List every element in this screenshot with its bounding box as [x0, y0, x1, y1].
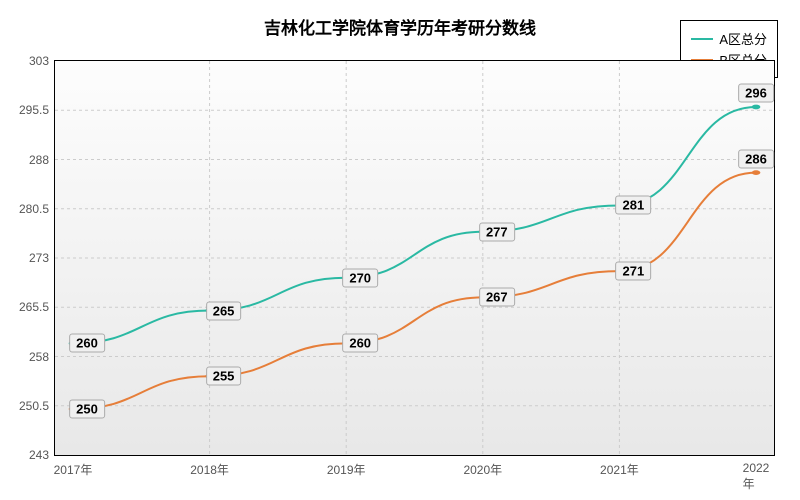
x-axis-tick: 2020年 [463, 455, 502, 478]
data-label: 255 [206, 367, 242, 386]
y-axis-tick: 258 [29, 350, 55, 364]
y-axis-tick: 243 [29, 448, 55, 462]
y-axis-tick: 265.5 [19, 300, 55, 314]
data-label: 267 [479, 288, 515, 307]
data-label: 281 [616, 196, 652, 215]
legend-swatch [691, 38, 713, 40]
y-axis-tick: 295.5 [19, 103, 55, 117]
plot-area: 243250.5258265.5273280.5288295.53032017年… [54, 60, 775, 456]
data-label: 250 [69, 400, 105, 419]
data-label: 286 [738, 149, 774, 168]
x-axis-tick: 2018年 [190, 455, 229, 478]
y-axis-tick: 288 [29, 153, 55, 167]
x-axis-tick: 2017年 [54, 455, 93, 478]
y-axis-tick: 280.5 [19, 202, 55, 216]
y-axis-tick: 273 [29, 251, 55, 265]
x-axis-tick: 2021年 [600, 455, 639, 478]
chart-container: 吉林化工学院体育学历年考研分数线 A区总分B区总分 243250.5258265… [0, 0, 800, 500]
plot-svg [55, 61, 774, 455]
data-label: 277 [479, 222, 515, 241]
y-axis-tick: 303 [29, 54, 55, 68]
data-label: 270 [342, 268, 378, 287]
x-axis-tick: 2022年 [743, 455, 770, 492]
legend-item: A区总分 [691, 29, 767, 48]
x-axis-tick: 2019年 [327, 455, 366, 478]
y-axis-tick: 250.5 [19, 399, 55, 413]
data-label: 260 [69, 334, 105, 353]
legend-label: A区总分 [719, 29, 767, 48]
data-label: 260 [342, 334, 378, 353]
data-label: 265 [206, 301, 242, 320]
data-label: 296 [738, 83, 774, 102]
data-label: 271 [616, 262, 652, 281]
